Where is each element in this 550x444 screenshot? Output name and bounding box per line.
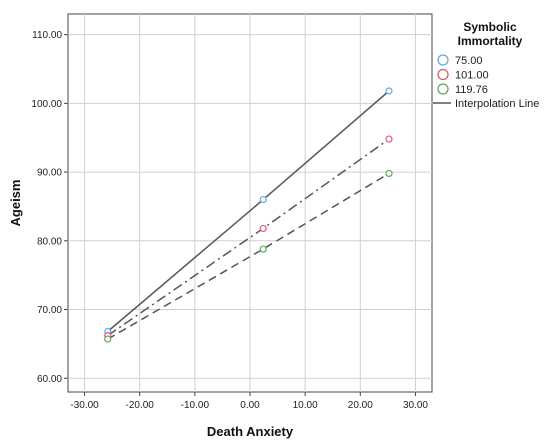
legend-title-line2: Immortality <box>458 34 523 48</box>
y-tick-label: 70.00 <box>37 305 62 316</box>
y-tick-label: 90.00 <box>37 168 62 179</box>
x-axis-title: Death Anxiety <box>207 424 294 439</box>
x-tick-label: -20.00 <box>126 400 155 411</box>
series-points <box>104 87 393 343</box>
series-line-3 <box>107 172 390 340</box>
legend-label-1: 75.00 <box>455 55 483 67</box>
legend-interpolation-label: Interpolation Line <box>455 98 539 110</box>
y-axis-ticks: 60.00 70.00 80.00 90.00 100.00 110.00 <box>31 30 68 385</box>
legend-marker-2 <box>437 68 449 81</box>
x-axis-ticks: -30.00 -20.00 -10.00 0.00 10.00 20.00 30.00 <box>70 392 428 411</box>
x-tick-label: 30.00 <box>403 400 428 411</box>
x-tick-label: 20.00 <box>348 400 373 411</box>
data-point <box>259 245 267 253</box>
y-tick-label: 100.00 <box>31 99 62 110</box>
y-tick-label: 80.00 <box>37 236 62 247</box>
x-tick-label: -10.00 <box>181 400 210 411</box>
legend-label-2: 101.00 <box>455 70 489 82</box>
data-point <box>259 224 267 233</box>
y-axis-title: Ageism <box>8 180 23 227</box>
y-tick-label: 60.00 <box>37 374 62 385</box>
data-point <box>385 87 393 95</box>
data-point <box>104 335 112 343</box>
x-tick-label: 0.00 <box>240 400 260 411</box>
data-point <box>259 195 267 204</box>
x-tick-label: 10.00 <box>293 400 318 411</box>
grid <box>68 14 432 392</box>
legend: Symbolic Immortality 75.00 101.00 119.76 I… <box>433 20 539 110</box>
data-point <box>385 135 393 143</box>
legend-items: 75.00 101.00 119.76 <box>437 54 489 96</box>
legend-marker-1 <box>437 54 449 66</box>
legend-label-3: 119.76 <box>455 84 488 96</box>
y-tick-label: 110.00 <box>32 30 62 41</box>
data-point <box>385 169 393 178</box>
legend-marker-3 <box>437 83 449 95</box>
legend-title-line1: Symbolic <box>463 20 517 34</box>
x-tick-label: -30.00 <box>70 400 99 411</box>
